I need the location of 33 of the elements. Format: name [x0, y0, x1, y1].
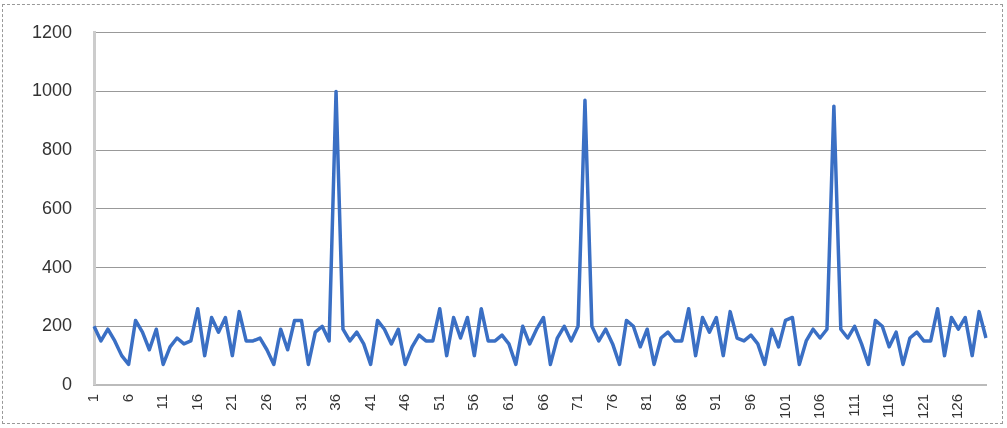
y-tick-label: 1000 [32, 80, 73, 101]
x-tick-label: 86 [671, 393, 689, 411]
x-tick-label: 11 [153, 393, 171, 410]
x-tick-label: 81 [637, 393, 655, 411]
x-tick-label: 31 [291, 393, 309, 411]
y-tick-label: 1200 [32, 21, 73, 42]
x-tick-label: 71 [568, 393, 586, 411]
x-tick-label: 111 [844, 393, 862, 417]
y-tick-label: 400 [42, 256, 73, 277]
x-tick-label: 116 [879, 393, 897, 418]
x-tick-label: 16 [187, 393, 205, 411]
x-tick-label: 106 [810, 393, 828, 419]
y-tick-label: 800 [42, 139, 73, 160]
y-tick-label: 600 [42, 197, 73, 218]
x-tick-label: 41 [360, 393, 378, 411]
y-tick-label: 0 [62, 373, 73, 394]
x-tick-label: 101 [775, 393, 793, 419]
x-tick-label: 121 [913, 393, 931, 419]
x-tick-label: 76 [602, 393, 620, 411]
y-tick-label: 200 [42, 315, 73, 336]
x-tick-label: 46 [395, 393, 413, 411]
x-tick-label: 66 [533, 393, 551, 411]
x-tick-label: 51 [429, 393, 447, 411]
x-tick-label: 91 [706, 393, 724, 411]
x-tick-label: 21 [222, 393, 240, 411]
x-tick-label: 96 [741, 393, 759, 411]
x-tick-label: 26 [257, 393, 275, 411]
x-tick-label: 1 [84, 393, 102, 403]
x-tick-label: 61 [499, 393, 517, 411]
x-tick-label: 36 [326, 393, 344, 411]
x-tick-label: 56 [464, 393, 482, 411]
x-tick-label: 6 [118, 393, 136, 403]
x-tick-label: 126 [948, 393, 966, 419]
